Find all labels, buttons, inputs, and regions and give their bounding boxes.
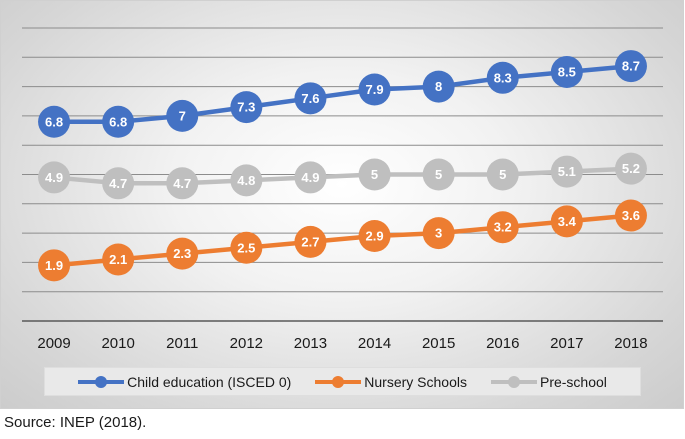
data-point-nursery-schools [102,243,135,276]
data-label-child-education-isced-0: 6.8 [45,114,63,129]
data-point-child-education-isced-0 [486,61,519,94]
data-point-pre-school [294,161,327,194]
data-label-pre-school: 4.9 [45,170,63,185]
legend-swatch-child-education [78,375,125,389]
data-label-pre-school: 5.2 [622,161,640,176]
data-point-pre-school [550,155,583,188]
chart-area: 4.9 4.7 4.7 4.8 4.9 5 5 5 5.1 5.2 1.9 2.1 2.3 2.5 2.7 2… [0,0,684,409]
data-label-pre-school: 4.9 [301,170,319,185]
data-point-nursery-schools [38,249,71,282]
series-line-nursery-schools [51,213,634,268]
legend-label-pre-school: Pre-school [539,373,607,390]
x-tick-label: 2011 [166,335,198,352]
data-label-child-education-isced-0: 8 [435,79,442,94]
data-point-nursery-schools [358,220,391,253]
data-label-child-education-isced-0: 7.9 [366,82,384,97]
data-point-child-education-isced-0 [358,73,391,106]
data-label-pre-school: 5 [499,167,506,182]
data-point-pre-school [422,158,455,191]
legend-label-nursery-schools: Nursery Schools [364,373,467,390]
data-point-nursery-schools [294,225,327,258]
legend-item-pre-school: Pre-school [490,373,607,390]
data-label-nursery-schools: 2.5 [237,240,255,255]
x-tick-label: 2009 [37,335,70,352]
data-point-nursery-schools [486,211,519,244]
legend-swatch-nursery-schools [315,375,362,389]
x-axis-tick-labels: 2009 2010 2011 2012 2013 2014 2015 2016 2017 2018 [37,335,647,352]
data-label-child-education-isced-0: 8.5 [558,64,576,79]
data-label-child-education-isced-0: 7.6 [301,91,319,106]
data-label-nursery-schools: 3.2 [494,220,512,235]
data-label-nursery-schools: 1.9 [45,258,63,273]
data-label-child-education-isced-0: 6.8 [109,114,127,129]
data-point-pre-school [614,152,647,185]
data-label-nursery-schools: 3 [435,226,442,241]
legend-label-child-education: Child education (ISCED 0) [127,373,292,390]
x-tick-label: 2012 [230,335,263,352]
x-tick-label: 2013 [294,335,327,352]
data-label-pre-school: 4.8 [237,173,255,188]
data-point-child-education-isced-0 [614,50,647,83]
data-point-child-education-isced-0 [38,105,71,138]
x-tick-label: 2016 [486,335,519,352]
series-lines: 4.9 4.7 4.7 4.8 4.9 5 5 5 5.1 5.2 1.9 2.1 2.3 2.5 2.7 2… [38,50,647,282]
legend-item-child-education: Child education (ISCED 0) [78,374,291,390]
data-label-nursery-schools: 3.4 [558,214,577,229]
source-note: Source: INEP (2018). [4,414,147,431]
data-label-nursery-schools: 2.7 [301,234,319,249]
data-point-nursery-schools [550,205,583,238]
data-point-nursery-schools [422,217,455,250]
x-tick-label: 2018 [614,335,647,352]
series-child-education-isced-0: 6.8 6.8 7 7.3 7.6 7.9 8 8.3 8.5 8.7 [38,50,647,138]
legend: Child education (ISCED 0) Nursery School… [44,367,641,396]
legend-swatch-pre-school [490,375,537,389]
data-label-pre-school: 4.7 [109,176,127,191]
data-label-pre-school: 5 [435,167,442,182]
data-point-pre-school [102,167,135,200]
x-tick-label: 2015 [422,335,455,352]
data-label-pre-school: 5.1 [558,164,576,179]
data-label-nursery-schools: 3.6 [622,208,640,223]
data-label-child-education-isced-0: 8.3 [494,70,512,85]
data-label-pre-school: 5 [371,167,378,182]
data-point-nursery-schools [614,199,647,232]
data-point-pre-school [166,167,199,200]
data-point-nursery-schools [230,231,263,264]
data-point-child-education-isced-0 [550,55,583,88]
data-label-child-education-isced-0: 7.3 [237,100,255,115]
data-point-child-education-isced-0 [230,91,263,124]
series-pre-school: 4.9 4.7 4.7 4.8 4.9 5 5 5 5.1 5.2 [38,152,647,200]
x-tick-label: 2017 [550,335,583,352]
data-point-pre-school [358,158,391,191]
data-point-child-education-isced-0 [294,82,327,115]
data-label-pre-school: 4.7 [173,176,191,191]
series-nursery-schools: 1.9 2.1 2.3 2.5 2.7 2.9 3 3.2 3.4 3.6 [38,199,647,282]
data-point-child-education-isced-0 [102,105,135,138]
data-point-child-education-isced-0 [166,99,199,132]
series-line-child-education-isced-0 [51,63,634,125]
data-label-nursery-schools: 2.9 [366,229,384,244]
data-point-pre-school [38,161,71,194]
data-point-pre-school [230,164,263,197]
data-point-child-education-isced-0 [422,70,455,103]
line-chart: 4.9 4.7 4.7 4.8 4.9 5 5 5 5.1 5.2 1.9 2.1 2.3 2.5 2.7 2… [22,27,663,352]
data-label-child-education-isced-0: 7 [179,108,186,123]
data-point-nursery-schools [166,237,199,270]
data-label-nursery-schools: 2.1 [109,252,127,267]
data-label-nursery-schools: 2.3 [173,246,191,261]
series-line-pre-school [51,166,634,186]
x-tick-label: 2010 [101,335,134,352]
legend-item-nursery-schools: Nursery Schools [315,374,467,390]
data-label-child-education-isced-0: 8.7 [622,59,640,74]
x-tick-label: 2014 [358,335,391,352]
data-point-pre-school [486,158,519,191]
